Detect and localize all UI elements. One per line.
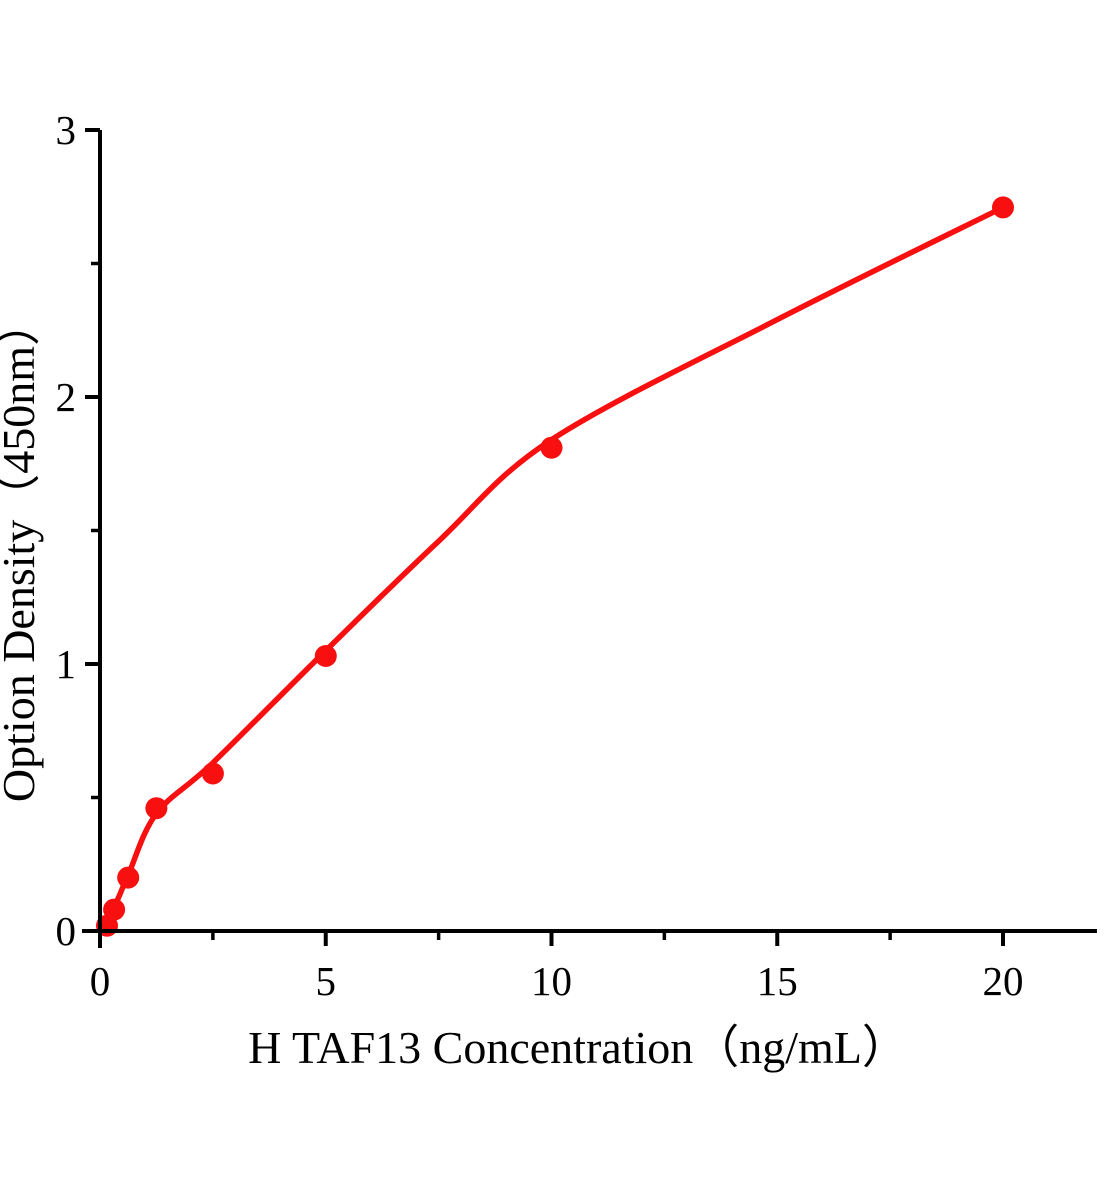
x-axis-title: H TAF13 Concentration（ng/mL）: [248, 1022, 908, 1073]
data-point: [145, 797, 168, 820]
data-point: [117, 866, 140, 889]
data-point: [201, 762, 224, 785]
y-tick-label: 1: [56, 641, 77, 687]
axes-layer: [82, 130, 1097, 948]
x-tick-label: 20: [983, 958, 1024, 1004]
tick-layer: [85, 128, 1005, 946]
tick-label-layer: 0 5 10 15 20 0 1 2 3: [56, 107, 1024, 1004]
x-tick-label: 10: [531, 958, 572, 1004]
x-tick-label: 0: [90, 958, 111, 1004]
x-tick-label: 15: [757, 958, 798, 1004]
y-axis-title: Option Density（450nm）: [0, 300, 44, 802]
data-point: [314, 645, 337, 667]
fitted-curve-line: [97, 204, 1006, 932]
series-layer: [96, 196, 1014, 937]
data-point: [103, 898, 126, 921]
y-tick-label: 3: [56, 107, 77, 153]
x-tick-label: 5: [316, 958, 337, 1004]
y-tick-label: 0: [56, 908, 77, 954]
data-point: [540, 436, 563, 459]
y-tick-label: 2: [56, 374, 77, 420]
data-point: [992, 196, 1014, 219]
